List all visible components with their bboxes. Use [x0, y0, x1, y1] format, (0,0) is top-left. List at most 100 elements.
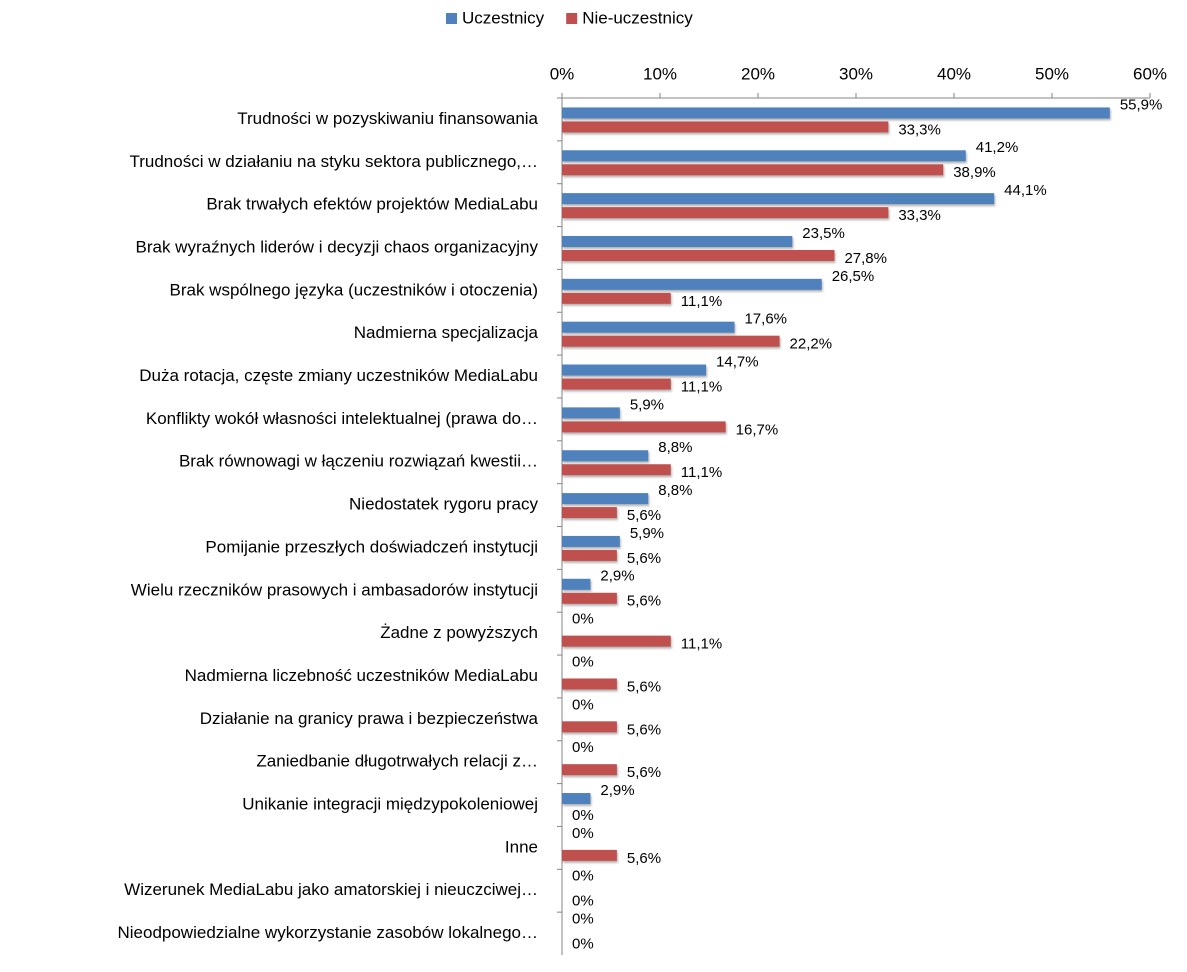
bar: [562, 721, 617, 733]
bar: [562, 164, 944, 176]
bar: [562, 635, 671, 647]
value-label: 2,9%: [600, 568, 634, 585]
bar: [562, 793, 591, 805]
y-tick-label: Brak wyraźnych liderów i decyzji chaos o…: [136, 237, 539, 256]
bar: [562, 764, 617, 776]
value-label: 23,5%: [802, 225, 845, 242]
y-tick-label: Żadne z powyższych: [380, 623, 538, 642]
y-tick-label: Nieodpowiedzialne wykorzystanie zasobów …: [117, 923, 538, 942]
y-tick-label: Pomijanie przeszłych doświadczeń instytu…: [205, 537, 538, 556]
bar: [562, 678, 617, 690]
value-label: 5,6%: [627, 721, 661, 738]
y-tick-label: Konflikty wokół własności intelektualnej…: [146, 409, 538, 428]
bar: [562, 592, 617, 604]
y-tick-label: Trudności w pozyskiwaniu finansowania: [237, 109, 538, 128]
value-label: 5,6%: [627, 764, 661, 781]
y-tick-label: Zaniedbanie długotrwałych relacji z…: [256, 752, 538, 771]
value-label: 0%: [572, 611, 594, 628]
legend-label: Nie-uczestnicy: [582, 8, 693, 27]
bar: [562, 150, 966, 162]
value-label: 0%: [572, 868, 594, 885]
y-tick-label: Niedostatek rygoru pracy: [349, 495, 538, 514]
value-label: 26,5%: [832, 268, 875, 285]
x-tick-label: 40%: [937, 64, 971, 83]
bar: [562, 207, 889, 219]
bar: [562, 578, 591, 590]
value-label: 11,1%: [681, 636, 722, 653]
legend-label: Uczestnicy: [462, 8, 545, 27]
value-label: 0%: [572, 696, 594, 713]
value-label: 5,9%: [630, 396, 664, 413]
bar: [562, 507, 617, 519]
value-label: 8,8%: [658, 482, 692, 499]
bar: [562, 421, 726, 433]
value-label: 16,7%: [736, 421, 779, 438]
legend-swatch: [566, 13, 578, 24]
value-label: 11,1%: [681, 464, 722, 481]
bar: [562, 549, 617, 561]
y-tick-label: Brak trwałych efektów projektów MediaLab…: [206, 195, 538, 214]
value-label: 0%: [572, 653, 594, 670]
value-label: 41,2%: [976, 139, 1019, 156]
bar: [562, 193, 995, 205]
value-label: 44,1%: [1004, 182, 1047, 199]
bar: [562, 407, 620, 419]
y-tick-label: Trudności w działaniu na styku sektora p…: [129, 152, 538, 171]
value-label: 2,9%: [600, 782, 634, 799]
value-label: 5,6%: [627, 550, 661, 567]
value-label: 11,1%: [681, 293, 722, 310]
y-tick-label: Brak równowagi w łączeniu rozwiązań kwes…: [179, 452, 538, 471]
bar: [562, 249, 835, 261]
value-label: 5,6%: [627, 850, 661, 867]
value-label: 14,7%: [716, 353, 759, 370]
bar: [562, 321, 735, 333]
x-tick-label: 30%: [839, 64, 873, 83]
bar: [562, 292, 671, 304]
bar: [562, 849, 617, 861]
x-tick-label: 60%: [1133, 64, 1167, 83]
x-tick-label: 0%: [550, 64, 575, 83]
value-label: 22,2%: [790, 336, 833, 353]
bar: [562, 378, 671, 390]
value-label: 0%: [572, 825, 594, 842]
legend-swatch: [446, 13, 457, 24]
value-label: 5,6%: [627, 593, 661, 610]
bar: [562, 464, 671, 476]
y-tick-label: Działanie na granicy prawa i bezpieczeńs…: [200, 709, 539, 728]
value-label: 0%: [572, 911, 594, 928]
value-label: 0%: [572, 807, 594, 824]
value-label: 11,1%: [681, 378, 722, 395]
y-tick-label: Brak wspólnego języka (uczestników i oto…: [169, 280, 538, 299]
y-tick-label: Nadmierna specjalizacja: [354, 323, 539, 342]
value-label: 5,6%: [627, 678, 661, 695]
value-label: 0%: [572, 936, 594, 953]
y-tick-label: Duża rotacja, częste zmiany uczestników …: [139, 366, 538, 385]
value-label: 38,9%: [953, 164, 996, 181]
y-tick-label: Unikanie integracji międzypokoleniowej: [242, 795, 538, 814]
bar: [562, 535, 620, 547]
value-label: 0%: [572, 893, 594, 910]
x-tick-label: 50%: [1035, 64, 1069, 83]
bar: [562, 278, 822, 290]
bar: [562, 121, 889, 133]
x-tick-label: 20%: [741, 64, 775, 83]
bar: [562, 450, 649, 462]
bar: [562, 235, 793, 247]
value-label: 17,6%: [744, 311, 787, 328]
value-label: 33,3%: [898, 207, 941, 224]
y-tick-label: Nadmierna liczebność uczestników MediaLa…: [185, 666, 538, 685]
value-label: 33,3%: [898, 121, 941, 138]
value-label: 27,8%: [844, 250, 887, 267]
y-tick-label: Wielu rzeczników prasowych i ambasadorów…: [131, 580, 538, 599]
x-tick-label: 10%: [643, 64, 677, 83]
bar: [562, 493, 649, 505]
bar: [562, 364, 707, 376]
value-label: 8,8%: [658, 439, 692, 456]
bar: [562, 335, 780, 347]
value-label: 5,6%: [627, 507, 661, 524]
value-label: 5,9%: [630, 525, 664, 542]
y-tick-label: Wizerunek MediaLabu jako amatorskiej i n…: [124, 880, 538, 899]
value-label: 0%: [572, 739, 594, 756]
bar: [562, 107, 1110, 119]
